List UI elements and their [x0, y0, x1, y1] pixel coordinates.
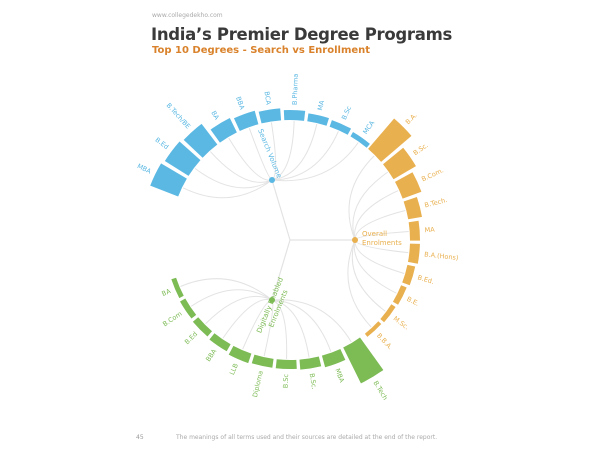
- bar-label: Diploma: [251, 370, 265, 398]
- trunk-link: [271, 239, 291, 301]
- bar-label: B.Pharma: [291, 74, 300, 106]
- page-title: India’s Premier Degree Programs: [151, 25, 452, 44]
- links-layer: [180, 121, 409, 359]
- branch-link: [271, 299, 332, 352]
- bar-label: B.Tech/BE: [165, 101, 192, 130]
- bar-label: MCA: [361, 119, 376, 136]
- bar-label: B.Ed: [154, 136, 171, 151]
- branch-link: [271, 299, 310, 358]
- bar-label: B.Sc.: [308, 373, 319, 390]
- branch-link: [180, 278, 273, 301]
- hub-dot: [269, 297, 275, 303]
- bar-label: B.Com.: [420, 166, 445, 183]
- bar-b-com: [180, 298, 197, 319]
- branch-link: [354, 190, 399, 241]
- bar-label: B.Tech: [372, 379, 390, 401]
- bar-b-b-a-: [364, 321, 382, 337]
- bar-ba: [210, 118, 237, 143]
- branch-link: [352, 171, 389, 241]
- bar-b-tech: [343, 337, 384, 384]
- branch-link: [354, 210, 406, 241]
- branch-link: [271, 121, 295, 181]
- bar-label: LLB: [228, 362, 240, 376]
- bar-label: B.B.A.: [375, 332, 394, 352]
- branch-link: [347, 239, 372, 328]
- bar-label: B.Ed.: [417, 274, 435, 286]
- site-url: www.collegedekho.com: [152, 12, 223, 19]
- bar-ma: [408, 220, 420, 241]
- branch-link: [351, 239, 386, 312]
- bar-label: B.Sc: [282, 373, 290, 388]
- bar-label: B.E.: [405, 295, 420, 308]
- bar-ma: [307, 113, 329, 126]
- branch-link: [194, 167, 273, 189]
- bar-label: BBA: [234, 95, 246, 111]
- branch-link: [271, 131, 339, 181]
- bar-bba: [209, 333, 231, 352]
- bar-b-a-hons-: [407, 243, 420, 264]
- bar-label: B.A.: [404, 111, 419, 126]
- bar-diploma: [251, 354, 274, 368]
- bar-label: BCA: [263, 91, 273, 106]
- bar-label: B.Sc.: [412, 141, 430, 157]
- branch-link: [271, 299, 352, 343]
- bar-m-sc-: [380, 304, 396, 323]
- bar-b-sc: [329, 120, 352, 135]
- bar-b-tech-be: [183, 123, 218, 158]
- bar-label: B.Sc: [340, 104, 353, 121]
- hub-dot: [352, 237, 358, 243]
- bar-b-a-: [368, 118, 412, 162]
- branch-link: [182, 179, 273, 199]
- bar-b-com-: [395, 172, 422, 199]
- bar-label: B.Ed: [183, 330, 199, 346]
- bar-label: B.Com: [161, 310, 183, 329]
- bar-label: BA: [161, 287, 173, 298]
- bar-b-pharma: [283, 109, 306, 121]
- page-subtitle: Top 10 Degrees - Search vs Enrollment: [152, 45, 371, 56]
- bar-b-sc-: [383, 147, 416, 180]
- bar-mba: [321, 348, 346, 368]
- bar-label: MBA: [136, 162, 153, 176]
- bar-mca: [350, 132, 370, 148]
- bar-ba: [171, 277, 184, 299]
- bar-label: MA: [424, 226, 435, 235]
- branch-link: [190, 289, 273, 307]
- bar-b-sc: [275, 359, 297, 369]
- branch-link: [205, 296, 273, 325]
- hub-label: Overall Enrolments: [362, 230, 402, 247]
- trunk-link: [271, 179, 291, 241]
- bar-label: BA: [209, 109, 221, 121]
- bar-b-ed: [192, 317, 213, 337]
- page-number: 45: [136, 434, 144, 441]
- bar-mba: [150, 163, 187, 197]
- bar-b-tech-: [403, 196, 422, 220]
- bar-b-ed: [164, 141, 201, 176]
- branch-link: [348, 155, 375, 241]
- bar-label: B.Tech.: [424, 196, 448, 209]
- bar-label: M.Sc.: [392, 315, 411, 332]
- branch-link: [222, 298, 273, 339]
- bar-label: BBA: [204, 347, 218, 363]
- bar-bba: [233, 110, 259, 132]
- bar-label: MA: [316, 99, 326, 111]
- bar-b-ed-: [402, 264, 416, 286]
- bar-label: MBA: [333, 367, 346, 384]
- bar-label: B.A.(Hons): [424, 250, 459, 262]
- report-page: [110, 0, 490, 450]
- hub-label: Search Volume: [256, 128, 283, 180]
- branch-link: [228, 137, 273, 181]
- bar-bca: [258, 108, 282, 124]
- bar-b-e-: [392, 285, 407, 305]
- branch-link: [353, 239, 397, 294]
- branch-link: [354, 239, 405, 274]
- branch-link: [210, 151, 273, 183]
- footer-note: The meanings of all terms used and their…: [176, 434, 438, 441]
- hub-dot: [269, 177, 275, 183]
- bar-llb: [228, 345, 252, 364]
- branch-link: [271, 299, 288, 359]
- branch-link: [271, 142, 359, 182]
- branch-link: [271, 123, 318, 181]
- bar-b-sc-: [299, 356, 322, 370]
